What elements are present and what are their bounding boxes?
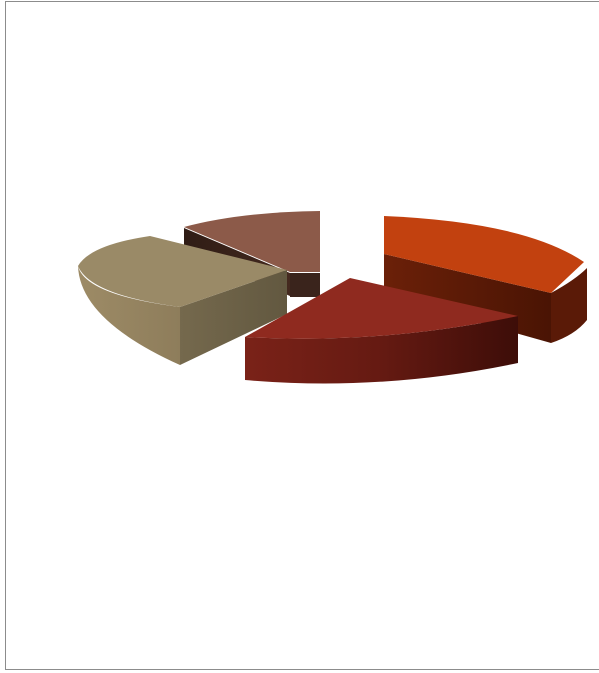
pie-slice-3 (78, 236, 287, 365)
pie-slice-2 (245, 278, 518, 384)
